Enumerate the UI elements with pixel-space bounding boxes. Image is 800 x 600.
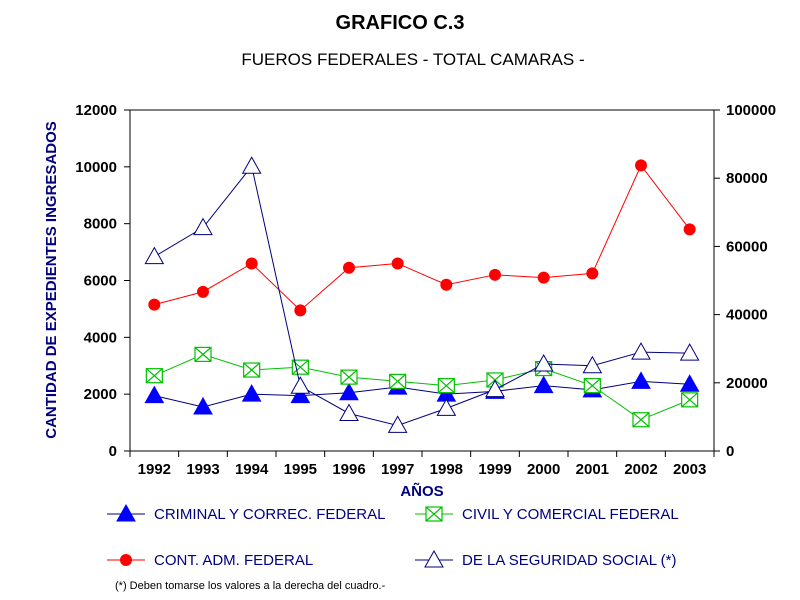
legend-label: CONT. ADM. FEDERAL: [154, 552, 313, 569]
series-line: [154, 380, 690, 408]
x-tick-label: 1994: [235, 461, 269, 478]
y-tick-label: 4000: [84, 329, 117, 346]
y-tick-label: 12000: [75, 102, 117, 119]
data-point: [631, 371, 651, 389]
x-tick-label: 1999: [478, 461, 511, 478]
data-point: [290, 376, 311, 394]
data-point: [586, 267, 599, 280]
data-point: [436, 398, 457, 416]
data-point: [194, 346, 212, 362]
y2-tick-label: 0: [726, 443, 734, 460]
data-point: [243, 362, 261, 378]
y2-tick-label: 100000: [726, 102, 776, 119]
legend-marker: [425, 506, 443, 522]
y2-tick-label: 60000: [726, 238, 768, 255]
data-point: [339, 382, 359, 401]
data-point: [631, 342, 651, 360]
series-line: [154, 165, 690, 426]
series-3: [144, 156, 700, 433]
legend-marker: [120, 554, 132, 566]
data-point: [582, 355, 603, 374]
data-point: [489, 268, 501, 281]
data-point: [533, 354, 554, 372]
x-tick-label: 1997: [381, 461, 414, 478]
legend-marker: [116, 503, 136, 522]
x-tick-label: 1996: [332, 461, 365, 478]
x-tick-label: 2002: [624, 461, 657, 478]
data-point: [241, 156, 262, 174]
data-point: [245, 257, 258, 270]
legend-marker: [424, 549, 444, 568]
legend-label: CRIMINAL Y CORREC. FEDERAL: [154, 506, 385, 523]
series-0: [144, 371, 700, 415]
data-point: [583, 378, 601, 394]
data-point: [339, 403, 359, 421]
data-point: [537, 271, 550, 284]
legend-item: CONT. ADM. FEDERAL: [107, 552, 313, 569]
series-line: [154, 164, 691, 312]
legend-item: CRIMINAL Y CORREC. FEDERAL: [107, 503, 385, 523]
data-point: [683, 223, 696, 236]
x-tick-label: 2001: [576, 461, 609, 478]
data-point: [193, 396, 213, 415]
data-point: [389, 373, 407, 389]
y-tick-label: 6000: [84, 273, 117, 290]
chart-subtitle: FUEROS FEDERALES - TOTAL CAMARAS -: [241, 50, 584, 69]
data-point: [290, 385, 311, 404]
chart-title: GRAFICO C.3: [336, 12, 465, 34]
x-axis-label: AÑOS: [400, 482, 443, 500]
series-layer: [144, 156, 700, 433]
y-tick-label: 0: [109, 443, 117, 460]
legend: CRIMINAL Y CORREC. FEDERAL CIVIL Y COMERC…: [107, 503, 679, 569]
plot-frame: [129, 109, 715, 452]
data-point: [681, 392, 699, 408]
x-tick-label: 1992: [138, 461, 171, 478]
x-tick-label: 2003: [673, 461, 706, 478]
data-point: [145, 368, 163, 384]
data-point: [391, 257, 404, 270]
legend-item: CIVIL Y COMERCIAL FEDERAL: [415, 506, 679, 523]
data-point: [485, 379, 505, 398]
series-2: [148, 159, 696, 317]
data-point: [679, 374, 700, 392]
data-point: [679, 343, 700, 361]
legend-item: DE LA SEGURIDAD SOCIAL (*): [415, 549, 677, 569]
y-tick-label: 10000: [75, 159, 117, 176]
y-tick-label: 8000: [84, 216, 117, 233]
data-point: [197, 285, 209, 298]
data-point: [632, 412, 650, 428]
data-point: [387, 415, 408, 433]
data-point: [440, 278, 453, 291]
y2-tick-label: 80000: [726, 170, 768, 187]
data-point: [193, 217, 213, 236]
legend-label: DE LA SEGURIDAD SOCIAL (*): [462, 552, 677, 569]
x-tick-label: 1995: [284, 461, 317, 478]
y2-tick-label: 40000: [726, 307, 768, 324]
y-axis-label: CANTIDAD DE EXPEDIENTES INGRESADOS: [43, 121, 60, 439]
y-tick-label: 2000: [84, 386, 117, 403]
data-point: [294, 304, 307, 317]
data-point: [437, 378, 455, 394]
data-point: [340, 369, 358, 385]
ticks-layer: 0 2000 4000 6000 8000 10000 12000 0 20000 40000 60…: [75, 102, 776, 478]
data-point: [148, 298, 161, 311]
x-tick-label: 2000: [527, 461, 560, 478]
data-point: [291, 359, 309, 375]
footnote: (*) Deben tomarse los valores a la derec…: [115, 580, 386, 592]
data-point: [241, 384, 262, 402]
x-tick-label: 1998: [430, 461, 463, 478]
data-point: [533, 375, 554, 394]
legend-label: CIVIL Y COMERCIAL FEDERAL: [462, 506, 679, 523]
data-point: [144, 246, 165, 265]
x-tick-label: 1993: [186, 461, 219, 478]
data-point: [144, 385, 165, 404]
data-point: [635, 159, 647, 172]
data-point: [343, 261, 355, 274]
y2-tick-label: 20000: [726, 375, 768, 392]
